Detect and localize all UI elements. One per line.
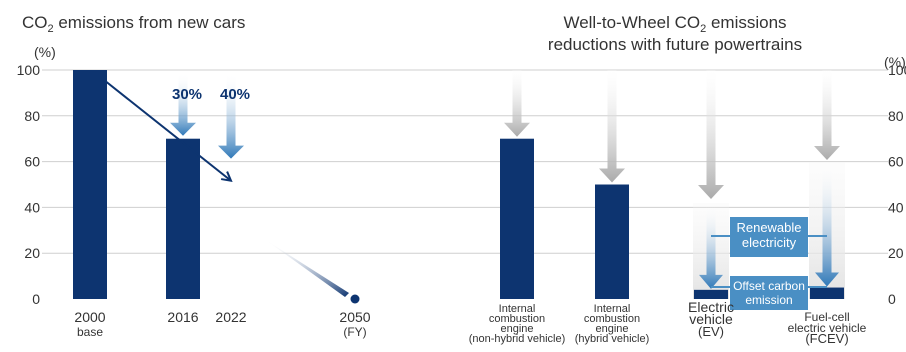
- powertrain-bar: [810, 287, 844, 299]
- gray-arrow: [504, 70, 530, 137]
- reduction-label: 40%: [220, 86, 250, 103]
- right-y-tick-label: 60: [888, 154, 904, 170]
- left-y-tick-label: 20: [24, 245, 40, 261]
- x-tick-label: 2016: [167, 309, 198, 325]
- powertrain-label: (EV): [698, 324, 724, 339]
- blue-arrow: [815, 165, 839, 287]
- powertrain-bar: [694, 289, 728, 299]
- left-y-unit: (%): [34, 44, 56, 60]
- powertrain-label: (FCEV): [805, 331, 848, 346]
- x-tick-label: 2022: [215, 309, 246, 325]
- x-tick-sublabel: base: [77, 325, 103, 339]
- left-y-tick-label: 0: [32, 291, 40, 307]
- left-y-tick-label: 60: [24, 154, 40, 170]
- blue-arrow: [699, 206, 723, 289]
- powertrain-label: Electric: [688, 299, 734, 315]
- projection-line: [264, 238, 349, 297]
- bars: [73, 70, 844, 299]
- right-y-unit: (%): [884, 54, 906, 70]
- right-y-tick-label: 80: [888, 108, 904, 124]
- left-y-tick-label: 80: [24, 108, 40, 124]
- offset-carbon-box: [730, 276, 808, 310]
- powertrain-label: Internal: [499, 303, 536, 315]
- right-y-tick-label: 20: [888, 245, 904, 261]
- powertrain-label: Fuel-cell: [804, 310, 849, 324]
- renewable-electricity-label: electricity: [742, 235, 797, 250]
- target-2050-point: [350, 294, 360, 304]
- left-y-tick-label: 100: [17, 62, 41, 78]
- trend-line: [103, 79, 232, 182]
- offset-carbon-label: Offset carbon: [733, 279, 805, 293]
- powertrain-label: combustion: [584, 313, 640, 325]
- x-tick-sublabel: (FY): [343, 325, 366, 339]
- bar-2000: [73, 70, 107, 299]
- powertrain-label: vehicle: [689, 311, 733, 327]
- powertrain-bar: [595, 184, 629, 299]
- left-y-axis: 0 20 40 60 80 100: [17, 62, 41, 307]
- right-y-tick-label: 40: [888, 199, 904, 215]
- powertrain-label: Internal: [594, 303, 631, 315]
- gray-arrow: [599, 70, 625, 183]
- powertrain-label: engine: [500, 323, 533, 335]
- right-y-axis: 0 20 40 60 80 100: [888, 62, 906, 307]
- powertrain-label: (non-hybrid vehicle): [469, 333, 566, 345]
- powertrain-label: combustion: [489, 313, 545, 325]
- left-y-tick-label: 40: [24, 199, 40, 215]
- x-tick-label: 2050: [339, 309, 370, 325]
- gray-arrow: [698, 70, 724, 199]
- reduction-label: 30%: [172, 86, 202, 103]
- powertrain-label: engine: [595, 323, 628, 335]
- offset-carbon-label: emission: [745, 293, 792, 307]
- powertrain-bar: [500, 138, 534, 299]
- trend-arrowhead: [220, 171, 233, 183]
- powertrain-label: (hybrid vehicle): [575, 333, 650, 345]
- reduction-arrow: [218, 73, 244, 159]
- right-y-tick-label: 100: [888, 62, 906, 78]
- renewable-electricity-label: Renewable: [736, 220, 801, 235]
- reduction-arrow: [170, 73, 196, 136]
- powertrain-label: electric vehicle: [788, 321, 867, 335]
- right-chart-title-line1: Well-to-Wheel CO2 emissions: [563, 13, 786, 35]
- bar-2016: [166, 138, 200, 299]
- right-chart-title-line2: reductions with future powertrains: [548, 35, 802, 54]
- gray-arrow: [814, 70, 840, 160]
- arrows-background: [170, 70, 845, 299]
- left-chart-title: CO2 emissions from new cars: [22, 13, 245, 35]
- renewable-electricity-box: [730, 217, 808, 257]
- x-tick-label: 2000: [74, 309, 105, 325]
- right-y-tick-label: 0: [888, 291, 896, 307]
